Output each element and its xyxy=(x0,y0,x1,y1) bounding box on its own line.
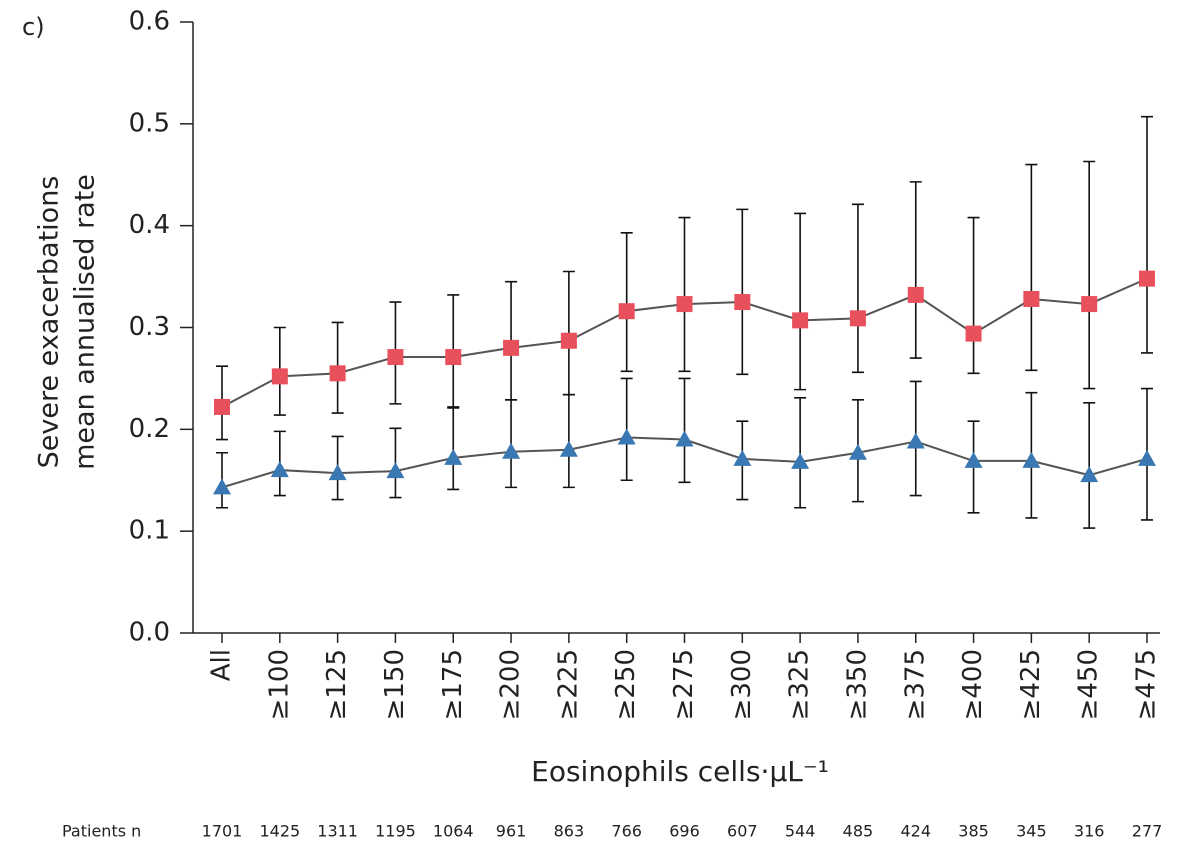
error-bar xyxy=(794,212,807,391)
marker xyxy=(907,286,924,303)
marker xyxy=(1081,296,1098,313)
marker xyxy=(848,443,867,460)
patients-label: Patients n xyxy=(62,822,141,841)
marker xyxy=(445,349,462,366)
marker xyxy=(271,368,288,385)
patients-count: 766 xyxy=(611,822,642,841)
marker xyxy=(329,365,346,382)
patients-count: 485 xyxy=(843,822,874,841)
error-bar xyxy=(1141,115,1153,354)
patients-count: 696 xyxy=(669,822,700,841)
x-tick-label: ≥325 xyxy=(785,649,815,720)
y-tick-label: 0.2 xyxy=(129,414,170,444)
x-tick-label: ≥475 xyxy=(1132,649,1162,720)
error-bar xyxy=(909,181,922,359)
x-axis-label: Eosinophils cells·µL⁻¹ xyxy=(531,755,829,788)
patients-count: 544 xyxy=(785,822,816,841)
y-label-line: Severe exacerbations xyxy=(34,176,65,469)
y-tick-label: 0.3 xyxy=(129,312,170,342)
marker xyxy=(444,448,463,465)
marker xyxy=(559,440,578,457)
patients-count: 607 xyxy=(727,822,758,841)
x-tick-label: ≥400 xyxy=(958,649,988,720)
patients-count: 1425 xyxy=(259,822,300,841)
marker xyxy=(792,312,809,329)
y-tick-label: 0.1 xyxy=(129,516,170,546)
error-bar xyxy=(447,407,460,491)
marker xyxy=(676,296,693,313)
marker xyxy=(618,303,635,320)
marker xyxy=(1022,451,1041,468)
marker xyxy=(1023,290,1040,307)
patients-count: 1064 xyxy=(433,822,474,841)
y-axis-label: Severe exacerbations mean annualised rat… xyxy=(34,174,101,470)
marker xyxy=(849,310,866,327)
y-tick-label: 0.4 xyxy=(129,210,170,240)
marker xyxy=(270,461,289,478)
patients-count: 316 xyxy=(1074,822,1105,841)
marker xyxy=(386,462,405,479)
patients-count: 385 xyxy=(958,822,989,841)
marker xyxy=(560,332,577,349)
x-tick-label: ≥275 xyxy=(669,649,699,720)
marker xyxy=(387,349,404,366)
x-tick-label: All xyxy=(207,649,237,681)
patients-count: 1701 xyxy=(202,822,243,841)
patients-count: 961 xyxy=(496,822,527,841)
marker xyxy=(1139,270,1155,287)
patients-count: 1195 xyxy=(375,822,416,841)
x-tick-label: ≥225 xyxy=(553,649,583,720)
error-bar xyxy=(851,203,864,374)
marker xyxy=(906,432,925,449)
marker xyxy=(1080,466,1099,483)
patients-count: 863 xyxy=(554,822,585,841)
patients-count: 277 xyxy=(1132,822,1163,841)
x-tick-label: ≥100 xyxy=(264,649,294,720)
marker xyxy=(502,442,521,459)
error-bar xyxy=(967,216,980,375)
error-bar xyxy=(678,377,691,484)
y-tick-label: 0.6 xyxy=(129,7,170,37)
x-tick-label: ≥150 xyxy=(380,649,410,720)
patients-count: 345 xyxy=(1016,822,1047,841)
x-tick-label: ≥450 xyxy=(1074,649,1104,720)
error-bar xyxy=(1083,402,1096,529)
marker xyxy=(503,339,520,356)
marker xyxy=(328,464,347,481)
patients-count: 424 xyxy=(900,822,931,841)
error-bar xyxy=(1025,163,1038,372)
marker xyxy=(964,451,983,468)
marker xyxy=(734,294,751,311)
y-label-line: mean annualised rate xyxy=(70,174,101,470)
error-bar xyxy=(620,231,633,373)
x-tick-label: ≥375 xyxy=(900,649,930,720)
error-bar xyxy=(678,216,691,373)
error-bar xyxy=(794,396,807,509)
x-tick-label: ≥350 xyxy=(842,649,872,720)
x-tick-label: ≥200 xyxy=(496,649,526,720)
x-tick-label: ≥175 xyxy=(438,649,468,720)
marker xyxy=(733,449,752,466)
marker xyxy=(791,452,810,469)
marker xyxy=(617,428,636,445)
marker xyxy=(675,430,694,447)
y-tick-label: 0.5 xyxy=(129,108,170,138)
patients-count: 1311 xyxy=(317,822,358,841)
marker xyxy=(1138,449,1156,466)
marker xyxy=(965,325,982,342)
x-tick-label: ≥425 xyxy=(1016,649,1046,720)
error-bar xyxy=(1083,160,1096,390)
error-bar xyxy=(736,208,749,376)
panel-label: c) xyxy=(22,13,45,41)
marker xyxy=(213,478,231,495)
x-tick-label: ≥125 xyxy=(322,649,352,720)
x-tick-label: ≥250 xyxy=(611,649,641,720)
y-tick-label: 0.0 xyxy=(129,618,170,648)
x-tick-label: ≥300 xyxy=(727,649,757,720)
marker xyxy=(214,398,230,415)
